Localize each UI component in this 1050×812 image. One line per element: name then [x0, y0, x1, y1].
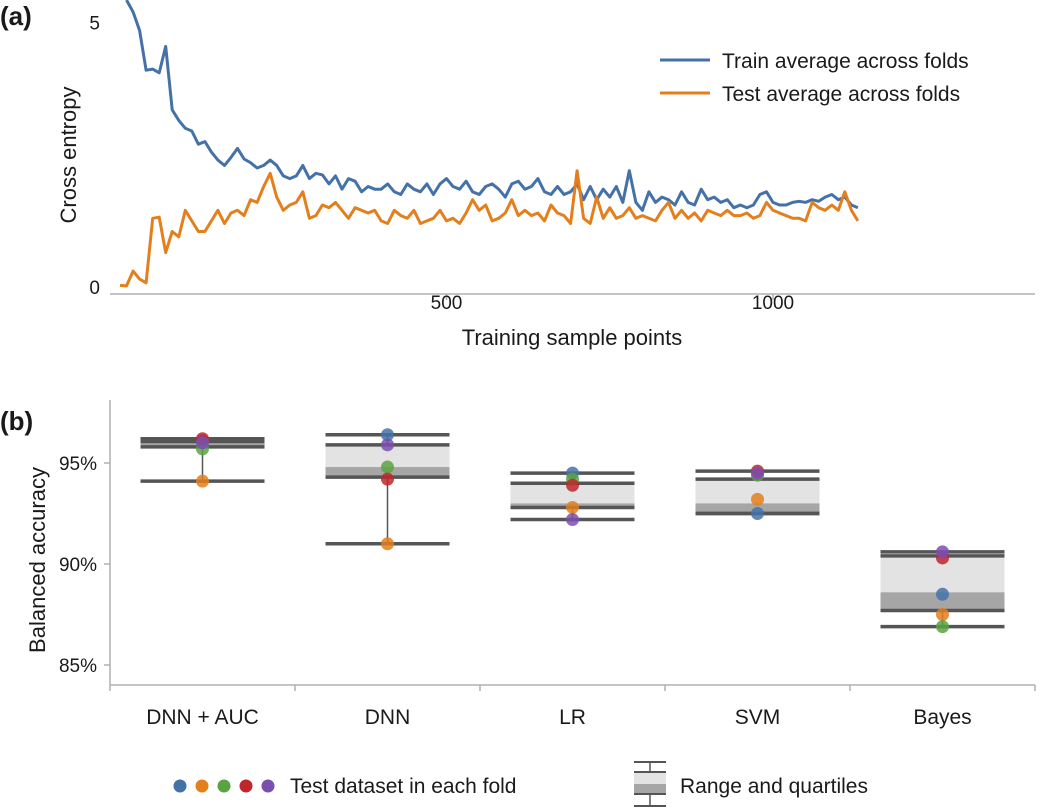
legend-fold-dots — [173, 779, 275, 793]
box-3 — [695, 464, 820, 520]
fold-dot-3 — [381, 472, 394, 486]
legend-fold-dot-2 — [217, 779, 231, 793]
legend-box-label: Range and quartiles — [680, 775, 868, 798]
panel-b: (b) Balanced accuracy 85% 90% 95% DNN + AU… — [0, 400, 1036, 807]
panel-b-x-ticks: DNN + AUC DNN LR SVM Bayes — [109, 685, 1036, 729]
fold-dot-3 — [566, 478, 579, 492]
legend-train-label: Train average across folds — [722, 50, 969, 73]
panel-a-legend: Train average across folds Test average … — [660, 50, 969, 106]
legend-fold-dot-3 — [239, 779, 253, 793]
panel-a-y-axis-title: Cross entropy — [56, 87, 81, 224]
fold-dot-0 — [381, 428, 394, 442]
fold-dot-2 — [936, 620, 949, 634]
fold-dot-4 — [751, 466, 764, 480]
fold-dot-4 — [196, 436, 209, 450]
panel-a-x-tick-label: 1000 — [752, 293, 794, 314]
fold-dot-1 — [936, 608, 949, 621]
legend-box-lower — [634, 784, 666, 794]
legend-dots-label: Test dataset in each fold — [290, 775, 516, 798]
box-lower-quartile — [880, 592, 1005, 611]
box-4 — [880, 545, 1005, 634]
fold-dot-4 — [936, 545, 949, 559]
panel-b-y-tick-label: 95% — [59, 454, 97, 475]
fold-dot-4 — [381, 438, 394, 452]
legend-fold-dot-4 — [261, 779, 275, 793]
category-label: DNN + AUC — [146, 706, 259, 729]
panel-b-label: (b) — [0, 406, 33, 436]
category-label: SVM — [735, 706, 781, 729]
legend-test-label: Test average across folds — [722, 83, 960, 106]
panel-a-x-ticks: 500 1000 — [431, 293, 794, 314]
panel-a-x-tick-label: 500 — [431, 293, 463, 314]
panel-a-label: (a) — [0, 1, 32, 31]
box-1 — [325, 428, 450, 551]
panel-a-y-ticks: 05 — [89, 14, 100, 299]
fold-dot-2 — [381, 460, 394, 474]
fold-dot-4 — [566, 513, 579, 527]
box-0 — [140, 432, 265, 488]
fold-dot-1 — [381, 537, 394, 551]
train-series-line — [125, 0, 859, 212]
panel-b-boxes — [140, 428, 1005, 634]
legend-fold-dot-0 — [173, 779, 187, 793]
panel-a-y-tick-label: 5 — [89, 14, 100, 35]
panel-a: (a) Cross entropy 05 500 1000 Training sa… — [0, 0, 1035, 350]
category-label: DNN — [365, 706, 411, 729]
panel-b-y-axis-title: Balanced accuracy — [25, 467, 50, 653]
fold-dot-0 — [751, 507, 764, 520]
fold-dot-1 — [751, 492, 764, 506]
panel-a-x-axis-title: Training sample points — [462, 325, 683, 350]
legend-box-upper — [634, 772, 666, 784]
panel-b-y-ticks: 85% 90% 95% — [59, 454, 110, 677]
box-upper-quartile — [325, 444, 450, 468]
panel-b-legend: Test dataset in each fold Range and quar… — [173, 761, 868, 807]
fold-dot-0 — [936, 587, 949, 601]
category-label: Bayes — [913, 706, 971, 729]
panel-a-y-tick-label: 0 — [89, 278, 100, 299]
box-2 — [510, 466, 635, 527]
panel-b-y-tick-label: 90% — [59, 555, 97, 576]
fold-dot-1 — [196, 474, 209, 488]
legend-fold-dot-1 — [195, 779, 209, 793]
panel-b-y-tick-label: 85% — [59, 656, 97, 677]
fold-dot-1 — [566, 500, 579, 514]
test-series-line — [119, 169, 860, 288]
box-upper-quartile — [510, 483, 635, 504]
legend-box-glyph — [634, 761, 666, 807]
category-label: LR — [559, 706, 586, 729]
